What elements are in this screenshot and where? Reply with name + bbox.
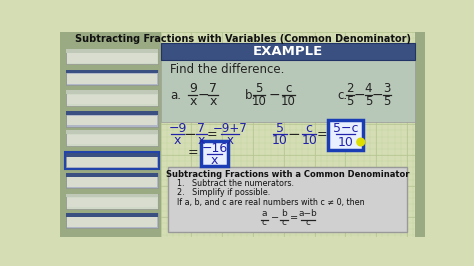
Text: c: c <box>281 218 286 227</box>
Bar <box>66 90 158 106</box>
Text: c: c <box>306 122 313 135</box>
Bar <box>66 131 158 146</box>
Text: 10: 10 <box>281 95 296 108</box>
Bar <box>161 43 415 60</box>
Text: −9: −9 <box>168 122 187 135</box>
Text: =: = <box>290 213 298 223</box>
Bar <box>66 70 158 85</box>
Bar <box>66 153 158 157</box>
Bar <box>65 152 159 169</box>
Text: 1.   Subtract the numerators.: 1. Subtract the numerators. <box>177 179 294 188</box>
Bar <box>66 173 158 188</box>
Bar <box>66 213 158 228</box>
Bar <box>328 120 363 150</box>
Text: 7: 7 <box>197 122 205 135</box>
Text: −: − <box>269 88 280 102</box>
Text: −: − <box>372 88 383 102</box>
Bar <box>66 111 158 127</box>
Text: Find the difference.: Find the difference. <box>170 63 284 76</box>
Bar <box>66 131 158 134</box>
Text: 5: 5 <box>346 95 354 108</box>
Bar <box>67 74 157 84</box>
Text: b.: b. <box>245 89 256 102</box>
Bar <box>66 213 158 217</box>
Bar <box>201 141 228 166</box>
Bar <box>67 116 157 125</box>
Text: =: = <box>188 146 198 159</box>
Bar <box>67 177 157 187</box>
Text: −: − <box>354 88 365 102</box>
Text: x: x <box>226 134 233 147</box>
Text: b: b <box>281 209 287 218</box>
Bar <box>66 111 158 115</box>
Text: 2: 2 <box>346 82 354 95</box>
Text: Subtracting Fractions with Variables (Common Denominator): Subtracting Fractions with Variables (Co… <box>75 34 411 44</box>
Bar <box>161 60 415 122</box>
Text: −: − <box>271 213 279 223</box>
Text: c: c <box>262 218 267 227</box>
Bar <box>66 49 158 64</box>
Text: 5: 5 <box>365 95 372 108</box>
Text: −: − <box>183 127 196 142</box>
Text: −16: −16 <box>201 143 228 155</box>
Bar <box>61 32 161 237</box>
Bar <box>67 53 157 63</box>
Text: If a, b, and c are real numbers with c ≠ 0, then: If a, b, and c are real numbers with c ≠… <box>177 198 365 207</box>
Bar <box>66 49 158 53</box>
Text: 10: 10 <box>252 95 266 108</box>
Text: =: = <box>207 128 218 141</box>
Text: 3: 3 <box>383 82 391 95</box>
Text: Subtracting Fractions with a Common Denominator: Subtracting Fractions with a Common Deno… <box>166 170 410 179</box>
Text: c: c <box>285 82 292 95</box>
Text: x: x <box>189 95 197 108</box>
Text: x: x <box>211 154 218 167</box>
Text: c.: c. <box>337 89 348 102</box>
Text: 7: 7 <box>209 82 217 95</box>
Bar <box>66 194 158 197</box>
Text: 10: 10 <box>301 134 317 147</box>
Text: a−b: a−b <box>298 209 317 218</box>
Bar <box>67 218 157 227</box>
Bar <box>67 95 157 104</box>
Text: c: c <box>305 218 310 227</box>
Text: 5: 5 <box>276 122 284 135</box>
Text: EXAMPLE: EXAMPLE <box>253 45 323 59</box>
Bar <box>66 90 158 94</box>
Bar <box>66 153 158 168</box>
Text: 9: 9 <box>189 82 197 95</box>
Text: 10: 10 <box>272 134 288 147</box>
Text: a.: a. <box>170 89 181 102</box>
Text: x: x <box>198 134 205 147</box>
Text: =: = <box>316 128 327 141</box>
Text: x: x <box>209 95 217 108</box>
Text: x: x <box>174 134 181 147</box>
Text: 2.   Simplify if possible.: 2. Simplify if possible. <box>177 188 271 197</box>
Text: 5: 5 <box>383 95 391 108</box>
Text: 4: 4 <box>365 82 372 95</box>
Bar <box>66 70 158 73</box>
Bar <box>415 32 425 237</box>
Bar <box>67 198 157 207</box>
Text: 10: 10 <box>337 136 353 148</box>
Text: −: − <box>198 88 210 102</box>
Bar <box>67 157 157 167</box>
Bar <box>67 135 157 144</box>
Bar <box>168 167 407 232</box>
Text: 5: 5 <box>255 82 263 95</box>
Text: −9+7: −9+7 <box>212 122 247 135</box>
Text: a: a <box>262 209 267 218</box>
Bar <box>66 194 158 209</box>
Text: −: − <box>287 127 300 142</box>
Text: 5−c: 5−c <box>333 122 358 135</box>
Circle shape <box>357 138 365 146</box>
Bar <box>66 173 158 177</box>
